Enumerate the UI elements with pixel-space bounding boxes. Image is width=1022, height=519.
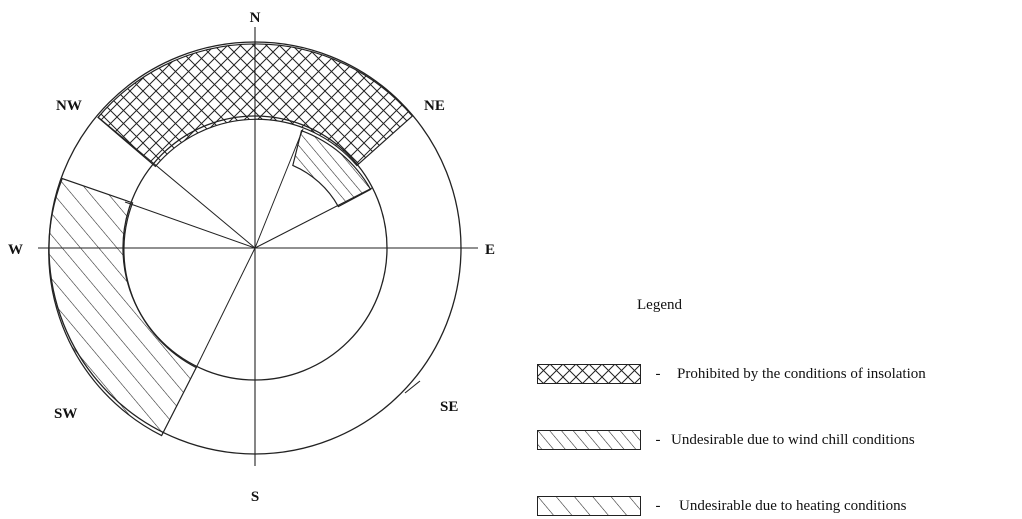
ssw-radial-line <box>195 247 256 369</box>
label-ne: NE <box>424 98 445 114</box>
label-w: W <box>8 242 23 258</box>
legend-title: Legend <box>637 297 682 313</box>
legend-dash: - <box>655 365 661 382</box>
legend-dash: - <box>655 497 661 514</box>
label-e: E <box>485 242 495 258</box>
se-tick-mark <box>404 380 421 394</box>
legend-dash: - <box>655 431 661 448</box>
sparse-diagonal-swatch <box>537 496 641 516</box>
crosshatch-swatch <box>537 364 641 384</box>
label-nw: NW <box>56 98 82 114</box>
dense-diagonal-swatch <box>537 430 641 450</box>
nw-radial-line <box>97 116 256 249</box>
ene-radial-line <box>254 187 373 249</box>
wind-chill-sector <box>292 129 372 208</box>
ne-radial-line <box>254 128 304 249</box>
label-se: SE <box>440 399 458 415</box>
legend-item-heating: - Undesirable due to heating conditions <box>537 494 906 518</box>
label-sw: SW <box>54 406 77 422</box>
label-n: N <box>250 10 261 26</box>
wnw-radial-line <box>124 201 256 249</box>
legend-item-wind-chill: - Undesirable due to wind chill conditio… <box>537 428 915 452</box>
legend-label: Undesirable due to heating conditions <box>679 497 907 514</box>
legend-label: Prohibited by the conditions of insolati… <box>677 365 926 382</box>
heating-undesirable-sector <box>48 177 198 437</box>
label-s: S <box>251 489 259 505</box>
legend-item-insolation: - Prohibited by the conditions of insola… <box>537 362 926 386</box>
legend-label: Undesirable due to wind chill conditions <box>671 431 915 448</box>
